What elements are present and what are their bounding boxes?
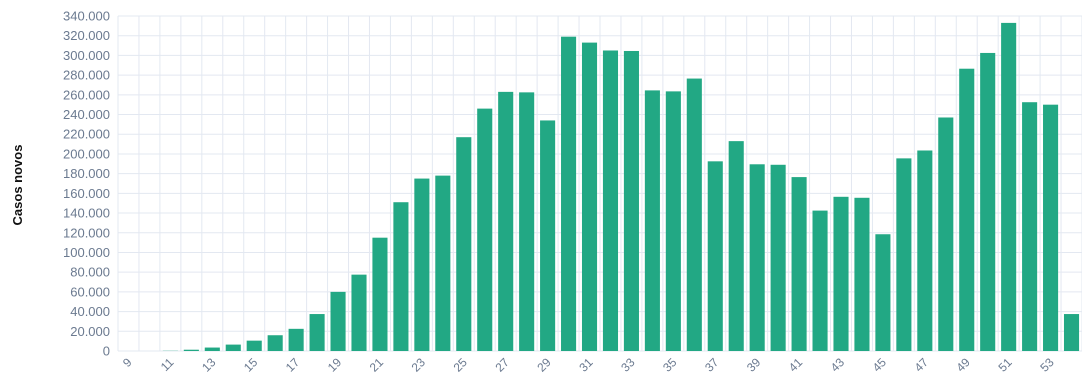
- bar-week-21: [372, 237, 388, 351]
- bar-week-17: [288, 328, 304, 351]
- x-tick-label: 25: [451, 355, 471, 375]
- y-tick-label: 80.000: [70, 265, 110, 280]
- x-tick-label: 11: [158, 355, 177, 374]
- bars: [162, 22, 1080, 352]
- y-tick-label: 260.000: [63, 87, 110, 102]
- x-tick-label: 43: [828, 355, 848, 375]
- y-tick-label: 60.000: [70, 284, 110, 299]
- y-tick-label: 160.000: [63, 186, 110, 201]
- y-axis-ticks: 0 20.000 40.000 60.000 80.000 100.000 120.000 1…: [63, 9, 110, 359]
- x-tick-label: 53: [1037, 355, 1057, 375]
- bar-week-26: [477, 108, 493, 351]
- bar-week-39: [749, 164, 765, 351]
- bar-week-12: [183, 349, 199, 351]
- bar-week-24: [435, 175, 451, 351]
- x-tick-label: 51: [995, 355, 1015, 375]
- bar-week-19: [330, 291, 346, 351]
- x-tick-label: 39: [744, 355, 764, 375]
- bar-week-53: [1043, 104, 1059, 351]
- bar-week-16: [267, 335, 283, 351]
- bar-week-51: [1001, 22, 1017, 351]
- bar-week-41: [791, 177, 807, 351]
- x-tick-label: 47: [912, 355, 932, 375]
- bar-week-50: [980, 52, 996, 352]
- bar-week-44: [854, 197, 870, 351]
- bar-week-48: [938, 117, 954, 351]
- x-tick-label: 49: [954, 355, 974, 375]
- y-tick-label: 100.000: [63, 245, 110, 260]
- bar-week-22: [393, 202, 409, 351]
- x-axis-ticks: 9 11 13 15 17 19 21 23 25 27 29 31 33 35 37 39 41 43 45 47 4…: [120, 355, 1057, 375]
- bar-week-30: [561, 36, 577, 352]
- bar-week-20: [351, 274, 367, 351]
- bar-week-29: [540, 120, 556, 351]
- x-tick-label: 31: [576, 355, 596, 375]
- y-tick-label: 320.000: [63, 28, 110, 43]
- bar-week-31: [581, 42, 598, 352]
- y-tick-label: 180.000: [63, 166, 110, 181]
- bar-week-43: [833, 196, 849, 351]
- x-tick-label: 23: [409, 355, 429, 375]
- y-tick-label: 140.000: [63, 206, 110, 221]
- bar-week-52: [1022, 102, 1038, 352]
- bar-week-38: [728, 141, 744, 351]
- bar-week-36: [686, 78, 702, 352]
- y-tick-label: 120.000: [63, 225, 110, 240]
- x-tick-label: 27: [492, 355, 512, 375]
- x-tick-label: 35: [660, 355, 680, 375]
- x-tick-label: 45: [870, 355, 890, 375]
- bar-week-33: [623, 50, 639, 352]
- bar-week-35: [665, 91, 681, 351]
- bar-week-32: [602, 50, 619, 352]
- bar-week-45: [875, 234, 891, 351]
- y-tick-label: 280.000: [63, 68, 110, 83]
- x-tick-label: 37: [702, 355, 722, 375]
- y-tick-label: 20.000: [70, 324, 110, 339]
- y-tick-label: 300.000: [63, 48, 110, 63]
- x-tick-label: 17: [283, 355, 303, 375]
- y-tick-label: 40.000: [70, 304, 110, 319]
- x-tick-label: 21: [367, 355, 387, 375]
- bar-week-40: [770, 164, 786, 351]
- x-tick-label: 15: [241, 355, 261, 375]
- y-axis-title: Casos novos: [10, 145, 25, 226]
- y-tick-label: 0: [103, 344, 110, 359]
- bar-week-27: [498, 91, 514, 351]
- y-tick-label: 200.000: [63, 146, 110, 161]
- bar-week-42: [812, 210, 828, 351]
- bar-week-49: [959, 68, 975, 352]
- bar-week-46: [896, 158, 912, 351]
- bar-week-54: [1063, 314, 1080, 351]
- x-tick-label: 13: [199, 355, 219, 375]
- y-tick-label: 220.000: [63, 127, 110, 142]
- bar-week-14: [225, 344, 241, 351]
- bar-week-18: [309, 314, 325, 351]
- x-tick-label: 9: [120, 355, 135, 370]
- bar-week-28: [519, 92, 535, 351]
- x-tick-label: 29: [534, 355, 554, 375]
- bar-week-25: [456, 137, 472, 351]
- bar-week-34: [644, 90, 660, 351]
- gridlines: [117, 15, 1082, 352]
- y-tick-label: 240.000: [63, 107, 110, 122]
- x-tick-label: 41: [786, 355, 806, 375]
- bar-week-13: [204, 347, 220, 351]
- bar-week-47: [917, 150, 933, 351]
- x-tick-label: 33: [618, 355, 638, 375]
- bar-week-37: [707, 161, 723, 351]
- bar-week-15: [246, 340, 262, 351]
- x-tick-label: 19: [325, 355, 345, 375]
- bar-week-23: [414, 178, 430, 351]
- y-tick-label: 340.000: [63, 9, 110, 24]
